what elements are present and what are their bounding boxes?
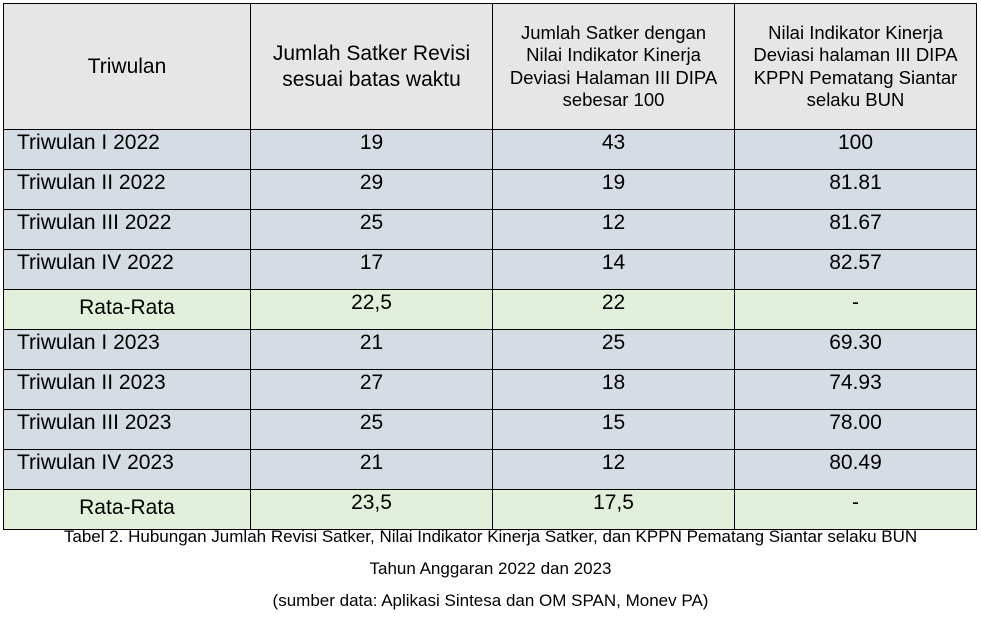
cell-value: 69.30 bbox=[829, 331, 882, 354]
cell-value: 29 bbox=[359, 171, 384, 194]
header-nilai-indikator-kppn: Nilai Indikator Kinerja Deviasi halaman … bbox=[734, 3, 977, 130]
row-label: Triwulan I 2022 bbox=[17, 131, 160, 154]
performance-table: Triwulan Jumlah Satker Revisi sesuai bat… bbox=[3, 3, 977, 530]
table-cell: 25 bbox=[250, 409, 493, 450]
cell-value: 12 bbox=[601, 211, 626, 234]
cell-value: 19 bbox=[601, 171, 626, 194]
cell-value: 23,5 bbox=[351, 491, 392, 514]
average-row: Rata-Rata 22,5 22 - bbox=[3, 289, 977, 330]
table-row: Triwulan I 2022 19 43 100 bbox=[3, 129, 977, 170]
row-label: Rata-Rata bbox=[79, 296, 175, 319]
table-cell: - bbox=[734, 289, 977, 330]
cell-value: 18 bbox=[601, 371, 626, 394]
row-label-cell: Rata-Rata bbox=[3, 289, 251, 330]
row-label: Triwulan II 2022 bbox=[17, 171, 166, 194]
row-label-cell: Triwulan IV 2023 bbox=[3, 449, 251, 490]
cell-value: 82.57 bbox=[829, 251, 882, 274]
cell-value: 80.49 bbox=[829, 451, 882, 474]
row-label: Triwulan I 2023 bbox=[17, 331, 160, 354]
cell-value: 74.93 bbox=[829, 371, 882, 394]
row-label-cell: Triwulan IV 2022 bbox=[3, 249, 251, 290]
table-cell: 22,5 bbox=[250, 289, 493, 330]
cell-value: 25 bbox=[359, 411, 384, 434]
table-cell: 19 bbox=[492, 169, 735, 210]
row-label: Triwulan II 2023 bbox=[17, 371, 166, 394]
table-cell: 18 bbox=[492, 369, 735, 410]
table-cell: 78.00 bbox=[734, 409, 977, 450]
table-row: Triwulan IV 2023 21 12 80.49 bbox=[3, 449, 977, 490]
row-label: Triwulan IV 2022 bbox=[17, 251, 174, 274]
table-cell: 25 bbox=[492, 329, 735, 370]
row-label: Rata-Rata bbox=[79, 496, 175, 519]
cell-value: - bbox=[852, 291, 859, 314]
row-label-cell: Triwulan II 2023 bbox=[3, 369, 251, 410]
row-label-cell: Triwulan I 2022 bbox=[3, 129, 251, 170]
cell-value: 81.67 bbox=[829, 211, 882, 234]
header-triwulan: Triwulan bbox=[3, 3, 251, 130]
table-caption: Tabel 2. Hubungan Jumlah Revisi Satker, … bbox=[63, 527, 918, 546]
row-label: Triwulan III 2022 bbox=[17, 211, 172, 234]
table-cell: 19 bbox=[250, 129, 493, 170]
cell-value: 21 bbox=[359, 331, 384, 354]
table-row: Triwulan III 2022 25 12 81.67 bbox=[3, 209, 977, 250]
average-row: Rata-Rata 23,5 17,5 - bbox=[3, 489, 977, 530]
table-cell: 14 bbox=[492, 249, 735, 290]
cell-value: 12 bbox=[601, 451, 626, 474]
table-row: Triwulan III 2023 25 15 78.00 bbox=[3, 409, 977, 450]
table-cell: 27 bbox=[250, 369, 493, 410]
table-cell: 100 bbox=[734, 129, 977, 170]
cell-value: 21 bbox=[359, 451, 384, 474]
table-cell: 74.93 bbox=[734, 369, 977, 410]
header-jumlah-satker-nilai-100: Jumlah Satker dengan Nilai Indikator Kin… bbox=[492, 3, 735, 130]
table-cell: 23,5 bbox=[250, 489, 493, 530]
table-row: Triwulan II 2023 27 18 74.93 bbox=[3, 369, 977, 410]
table-cell: 12 bbox=[492, 449, 735, 490]
table-cell: 17 bbox=[250, 249, 493, 290]
table-cell: 81.81 bbox=[734, 169, 977, 210]
table-cell: 22 bbox=[492, 289, 735, 330]
cell-value: 19 bbox=[359, 131, 384, 154]
table-cell: 82.57 bbox=[734, 249, 977, 290]
table-cell: 12 bbox=[492, 209, 735, 250]
table-header-row: Triwulan Jumlah Satker Revisi sesuai bat… bbox=[3, 3, 977, 130]
row-label-cell: Triwulan II 2022 bbox=[3, 169, 251, 210]
table-cell: 69.30 bbox=[734, 329, 977, 370]
cell-value: 17 bbox=[359, 251, 384, 274]
cell-value: 17,5 bbox=[593, 491, 634, 514]
table-row: Triwulan IV 2022 17 14 82.57 bbox=[3, 249, 977, 290]
row-label-cell: Triwulan III 2022 bbox=[3, 209, 251, 250]
table-cell: 17,5 bbox=[492, 489, 735, 530]
row-label: Triwulan III 2023 bbox=[17, 411, 172, 434]
row-label-cell: Triwulan I 2023 bbox=[3, 329, 251, 370]
table-row: Triwulan II 2022 29 19 81.81 bbox=[3, 169, 977, 210]
row-label-cell: Rata-Rata bbox=[3, 489, 251, 530]
cell-value: 100 bbox=[837, 131, 874, 154]
cell-value: 14 bbox=[601, 251, 626, 274]
cell-value: 22 bbox=[601, 291, 626, 314]
table-cell: 21 bbox=[250, 449, 493, 490]
table-cell: 21 bbox=[250, 329, 493, 370]
cell-value: 27 bbox=[359, 371, 384, 394]
cell-value: 43 bbox=[601, 131, 626, 154]
table-cell: 29 bbox=[250, 169, 493, 210]
table-cell: 15 bbox=[492, 409, 735, 450]
table-caption-year: Tahun Anggaran 2022 dan 2023 bbox=[369, 559, 612, 578]
cell-value: 22,5 bbox=[351, 291, 392, 314]
table-cell: 80.49 bbox=[734, 449, 977, 490]
cell-value: 78.00 bbox=[829, 411, 882, 434]
table-cell: - bbox=[734, 489, 977, 530]
cell-value: 25 bbox=[601, 331, 626, 354]
table-cell: 43 bbox=[492, 129, 735, 170]
data-source-note: (sumber data: Aplikasi Sintesa dan OM SP… bbox=[272, 591, 709, 610]
cell-value: - bbox=[852, 491, 859, 514]
table-cell: 81.67 bbox=[734, 209, 977, 250]
table-row: Triwulan I 2023 21 25 69.30 bbox=[3, 329, 977, 370]
header-jumlah-satker-revisi: Jumlah Satker Revisi sesuai batas waktu bbox=[250, 3, 493, 130]
cell-value: 81.81 bbox=[829, 171, 882, 194]
row-label-cell: Triwulan III 2023 bbox=[3, 409, 251, 450]
cell-value: 15 bbox=[601, 411, 626, 434]
cell-value: 25 bbox=[359, 211, 384, 234]
row-label: Triwulan IV 2023 bbox=[17, 451, 174, 474]
table-cell: 25 bbox=[250, 209, 493, 250]
